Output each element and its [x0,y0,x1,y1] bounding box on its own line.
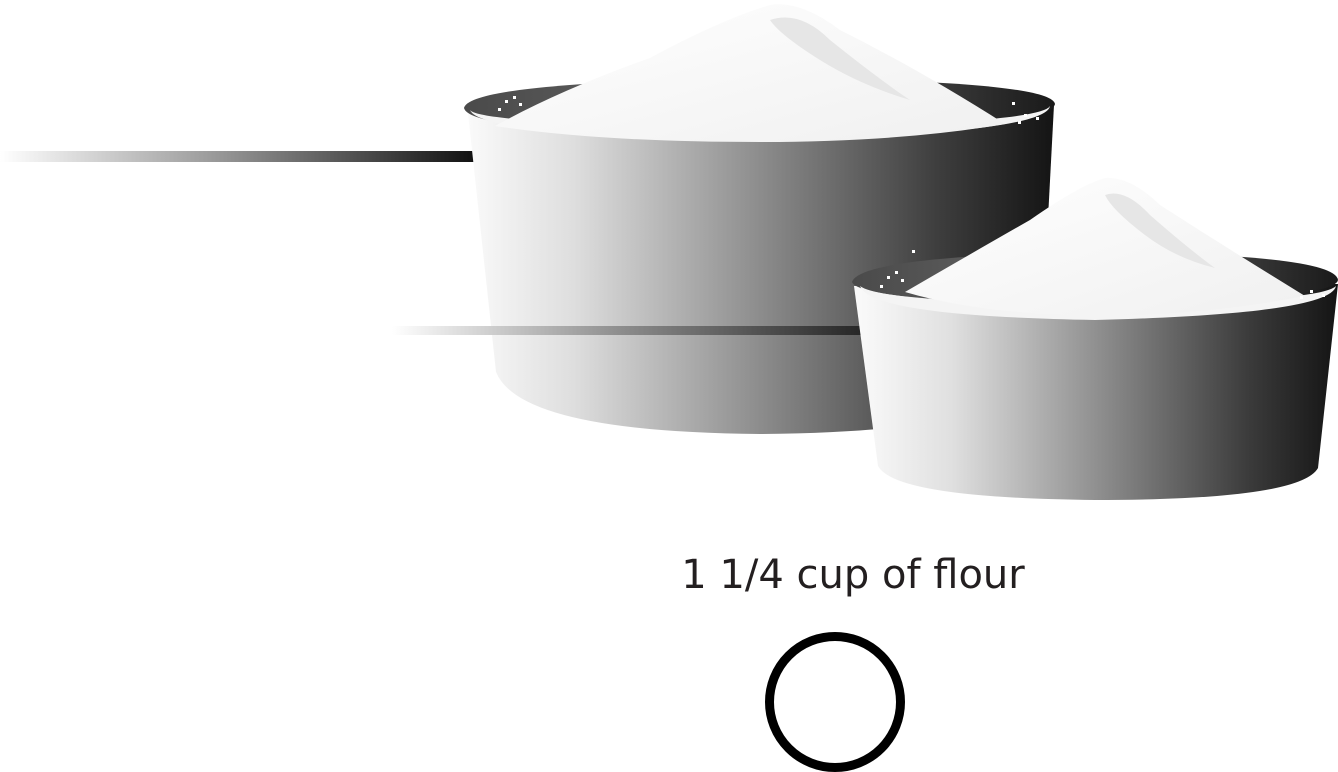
cup-handle [0,151,475,162]
cup-body [854,284,1338,500]
measurement-caption: 1 1/4 cup of flour [681,552,1025,598]
cup-handle [392,326,862,335]
flour-mound [495,4,1005,142]
circle-select-icon[interactable] [765,632,905,772]
measuring-cup-quarter-icon [392,177,1338,500]
flour-mound [905,177,1305,316]
